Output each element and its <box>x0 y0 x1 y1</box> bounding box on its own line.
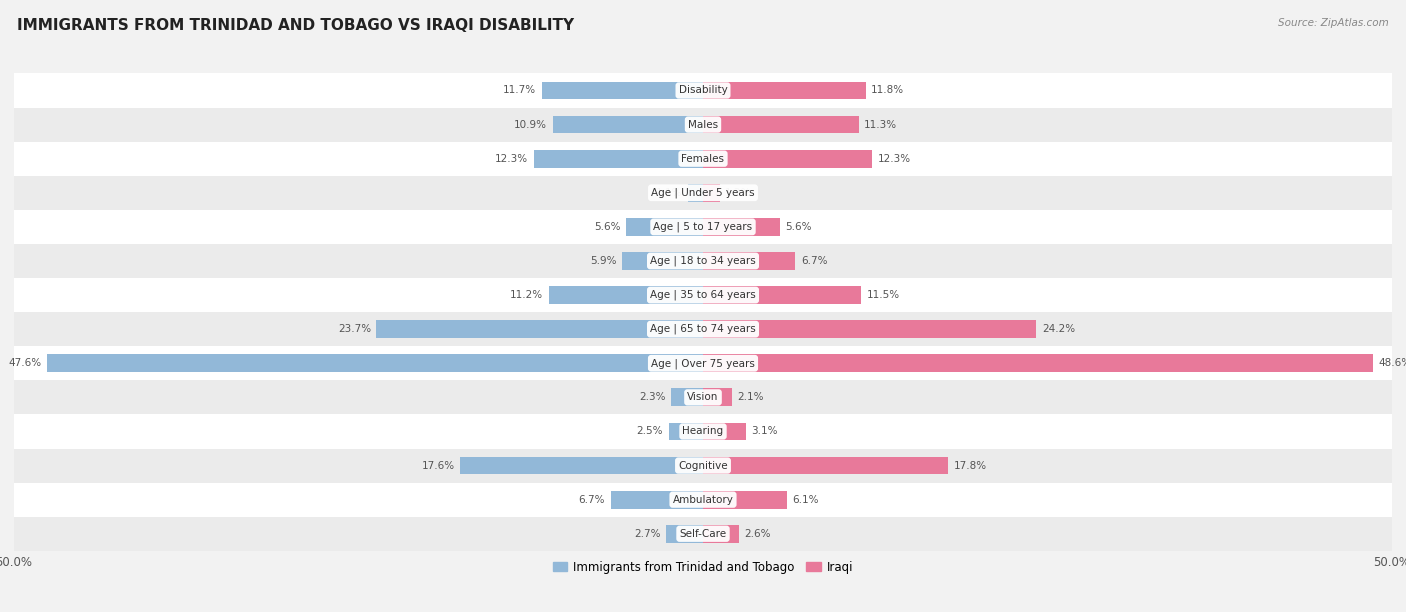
Text: 2.6%: 2.6% <box>744 529 770 539</box>
Bar <box>703 457 948 474</box>
Text: Males: Males <box>688 119 718 130</box>
Bar <box>703 389 733 406</box>
Bar <box>703 525 738 543</box>
Text: Self-Care: Self-Care <box>679 529 727 539</box>
Text: 11.3%: 11.3% <box>865 119 897 130</box>
Bar <box>461 457 703 474</box>
Text: 11.7%: 11.7% <box>503 86 536 95</box>
Text: 10.9%: 10.9% <box>515 119 547 130</box>
Bar <box>377 320 703 338</box>
Text: 2.7%: 2.7% <box>634 529 661 539</box>
Text: 1.2%: 1.2% <box>725 188 752 198</box>
Text: Females: Females <box>682 154 724 163</box>
Text: Age | Under 5 years: Age | Under 5 years <box>651 187 755 198</box>
Text: Age | 65 to 74 years: Age | 65 to 74 years <box>650 324 756 334</box>
Bar <box>610 491 703 509</box>
Bar <box>533 150 703 168</box>
Text: Hearing: Hearing <box>682 427 724 436</box>
Text: 48.6%: 48.6% <box>1378 358 1406 368</box>
Legend: Immigrants from Trinidad and Tobago, Iraqi: Immigrants from Trinidad and Tobago, Ira… <box>548 556 858 578</box>
Bar <box>703 320 1036 338</box>
Text: 17.8%: 17.8% <box>953 461 987 471</box>
Bar <box>14 346 1392 380</box>
Bar <box>14 210 1392 244</box>
Bar <box>14 380 1392 414</box>
Bar <box>703 81 866 99</box>
Bar <box>703 423 745 440</box>
Bar <box>548 286 703 304</box>
Text: Age | 18 to 34 years: Age | 18 to 34 years <box>650 256 756 266</box>
Bar <box>703 184 720 201</box>
Text: 2.5%: 2.5% <box>637 427 664 436</box>
Bar <box>703 286 862 304</box>
Text: Ambulatory: Ambulatory <box>672 494 734 505</box>
Text: Vision: Vision <box>688 392 718 402</box>
Bar <box>14 108 1392 141</box>
Bar <box>14 517 1392 551</box>
Text: 23.7%: 23.7% <box>337 324 371 334</box>
Text: 17.6%: 17.6% <box>422 461 456 471</box>
Text: 2.3%: 2.3% <box>640 392 666 402</box>
Bar <box>626 218 703 236</box>
Text: 47.6%: 47.6% <box>8 358 42 368</box>
Bar <box>666 525 703 543</box>
Bar <box>14 312 1392 346</box>
Bar <box>14 141 1392 176</box>
Bar <box>14 449 1392 483</box>
Bar <box>14 483 1392 517</box>
Text: 5.6%: 5.6% <box>786 222 813 232</box>
Bar <box>688 184 703 201</box>
Text: 11.8%: 11.8% <box>872 86 904 95</box>
Text: Source: ZipAtlas.com: Source: ZipAtlas.com <box>1278 18 1389 28</box>
Text: 6.7%: 6.7% <box>801 256 827 266</box>
Text: Disability: Disability <box>679 86 727 95</box>
Text: 6.1%: 6.1% <box>793 494 820 505</box>
Text: 11.2%: 11.2% <box>510 290 543 300</box>
Bar <box>671 389 703 406</box>
Bar <box>48 354 703 372</box>
Bar <box>541 81 703 99</box>
Text: 12.3%: 12.3% <box>495 154 529 163</box>
Bar <box>703 218 780 236</box>
Text: 6.7%: 6.7% <box>579 494 605 505</box>
Text: 2.1%: 2.1% <box>738 392 763 402</box>
Text: 5.6%: 5.6% <box>593 222 620 232</box>
Bar <box>14 244 1392 278</box>
Bar <box>621 252 703 270</box>
Text: 5.9%: 5.9% <box>589 256 616 266</box>
Text: Age | 35 to 64 years: Age | 35 to 64 years <box>650 290 756 300</box>
Bar <box>703 252 796 270</box>
Bar <box>703 116 859 133</box>
Bar <box>703 491 787 509</box>
Bar <box>14 278 1392 312</box>
Text: 12.3%: 12.3% <box>877 154 911 163</box>
Text: 24.2%: 24.2% <box>1042 324 1076 334</box>
Bar <box>703 150 873 168</box>
Text: IMMIGRANTS FROM TRINIDAD AND TOBAGO VS IRAQI DISABILITY: IMMIGRANTS FROM TRINIDAD AND TOBAGO VS I… <box>17 18 574 34</box>
Text: Age | Over 75 years: Age | Over 75 years <box>651 358 755 368</box>
Bar <box>14 73 1392 108</box>
Bar <box>553 116 703 133</box>
Text: Age | 5 to 17 years: Age | 5 to 17 years <box>654 222 752 232</box>
Text: 1.1%: 1.1% <box>655 188 682 198</box>
Bar <box>669 423 703 440</box>
Text: Cognitive: Cognitive <box>678 461 728 471</box>
Text: 11.5%: 11.5% <box>868 290 900 300</box>
Bar <box>703 354 1372 372</box>
Bar <box>14 414 1392 449</box>
Text: 3.1%: 3.1% <box>751 427 778 436</box>
Bar <box>14 176 1392 210</box>
